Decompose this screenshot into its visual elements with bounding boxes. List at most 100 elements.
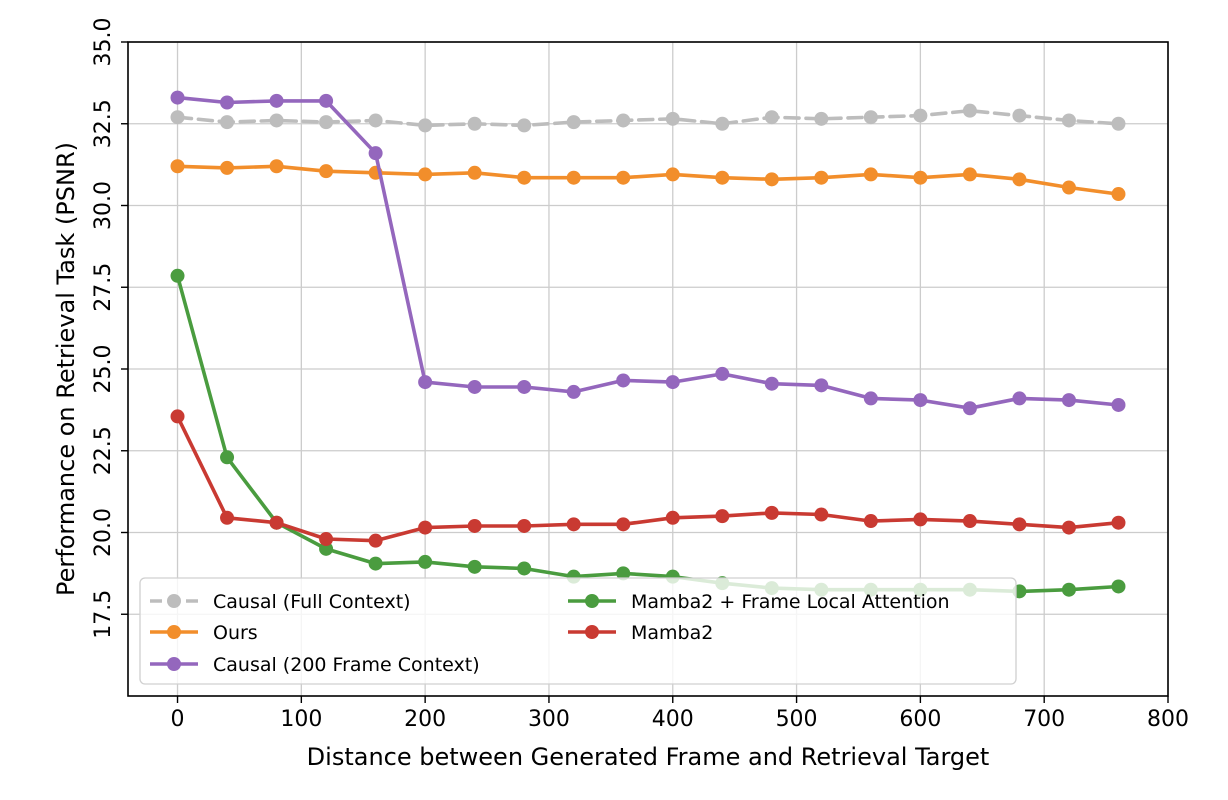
data-point	[962, 103, 977, 118]
data-point	[170, 110, 185, 125]
data-point	[368, 533, 383, 548]
data-point	[368, 146, 383, 161]
data-point	[319, 164, 334, 179]
legend-label: Causal (200 Frame Context)	[213, 654, 480, 676]
data-point	[517, 561, 532, 576]
y-tick-label: 27.5	[91, 263, 116, 312]
y-tick-label: 32.5	[91, 99, 116, 148]
data-point	[517, 518, 532, 533]
data-point	[1111, 397, 1126, 412]
legend-marker	[585, 625, 599, 639]
data-point	[517, 379, 532, 394]
data-point	[665, 167, 680, 182]
data-point	[764, 376, 779, 391]
y-tick-label: 25.0	[91, 345, 116, 394]
axis-ticks: 0 100 200 300 400 500 600 700 800 17.5 20.0 22.5 25.…	[91, 18, 1189, 732]
x-axis-label: Distance between Generated Frame and Ret…	[307, 743, 990, 771]
x-tick-label: 0	[171, 707, 185, 732]
legend-marker	[167, 594, 181, 608]
data-point	[1111, 579, 1126, 594]
data-point	[913, 512, 928, 527]
series-line	[175, 164, 1121, 196]
data-point	[616, 113, 631, 128]
data-point	[269, 113, 284, 128]
data-point	[715, 366, 730, 381]
data-point	[170, 409, 185, 424]
data-point	[1061, 113, 1076, 128]
data-point	[566, 517, 581, 532]
data-point	[913, 170, 928, 185]
data-point	[1012, 517, 1027, 532]
x-tick-label: 200	[404, 707, 446, 732]
data-point	[616, 373, 631, 388]
series-2	[170, 90, 1126, 416]
data-point	[715, 509, 730, 524]
data-point	[962, 401, 977, 416]
data-point	[913, 393, 928, 408]
data-point	[517, 118, 532, 133]
data-point	[814, 507, 829, 522]
legend-label: Mamba2	[631, 622, 713, 644]
y-axis-label: Performance on Retrieval Task (PSNR)	[52, 142, 80, 596]
data-point	[220, 510, 235, 525]
series-4	[170, 409, 1126, 548]
data-point	[517, 170, 532, 185]
data-point	[715, 116, 730, 131]
x-tick-label: 500	[776, 707, 818, 732]
data-point	[913, 108, 928, 123]
data-point	[616, 170, 631, 185]
data-point	[665, 510, 680, 525]
series-line	[175, 108, 1121, 128]
data-point	[616, 517, 631, 532]
data-point	[368, 556, 383, 571]
data-point	[269, 159, 284, 174]
data-point	[418, 554, 433, 569]
y-tick-label: 35.0	[91, 18, 116, 67]
data-point	[764, 172, 779, 187]
data-point	[467, 518, 482, 533]
data-point	[269, 93, 284, 108]
data-point	[368, 113, 383, 128]
legend-marker	[585, 594, 599, 608]
data-point	[863, 110, 878, 125]
data-point	[764, 505, 779, 520]
data-point	[863, 167, 878, 182]
legend: Causal (Full Context) Ours Causal (200 Fra…	[139, 577, 1017, 685]
data-point	[269, 515, 284, 530]
y-tick-label: 17.5	[91, 590, 116, 639]
legend-marker	[167, 625, 181, 639]
data-point	[467, 116, 482, 131]
data-point	[1111, 116, 1126, 131]
data-point	[319, 541, 334, 556]
x-tick-label: 300	[528, 707, 570, 732]
data-point	[220, 115, 235, 130]
data-point	[418, 118, 433, 133]
data-point	[665, 375, 680, 390]
data-point	[863, 514, 878, 529]
data-point	[1061, 180, 1076, 195]
data-point	[220, 95, 235, 110]
data-point	[616, 566, 631, 581]
data-point	[962, 514, 977, 529]
data-point	[1111, 515, 1126, 530]
x-tick-label: 100	[280, 707, 322, 732]
data-point	[764, 110, 779, 125]
data-point	[1061, 582, 1076, 597]
data-point	[418, 520, 433, 535]
series-layer	[170, 90, 1126, 599]
data-point	[863, 391, 878, 406]
series-1	[170, 159, 1126, 202]
legend-label: Causal (Full Context)	[213, 591, 411, 613]
data-point	[418, 375, 433, 390]
data-point	[566, 115, 581, 130]
data-point	[1012, 172, 1027, 187]
data-point	[566, 170, 581, 185]
data-point	[220, 450, 235, 465]
data-point	[220, 160, 235, 175]
data-point	[467, 165, 482, 180]
data-point	[319, 532, 334, 547]
legend-label: Ours	[213, 622, 258, 644]
data-point	[319, 93, 334, 108]
y-tick-label: 20.0	[91, 508, 116, 557]
